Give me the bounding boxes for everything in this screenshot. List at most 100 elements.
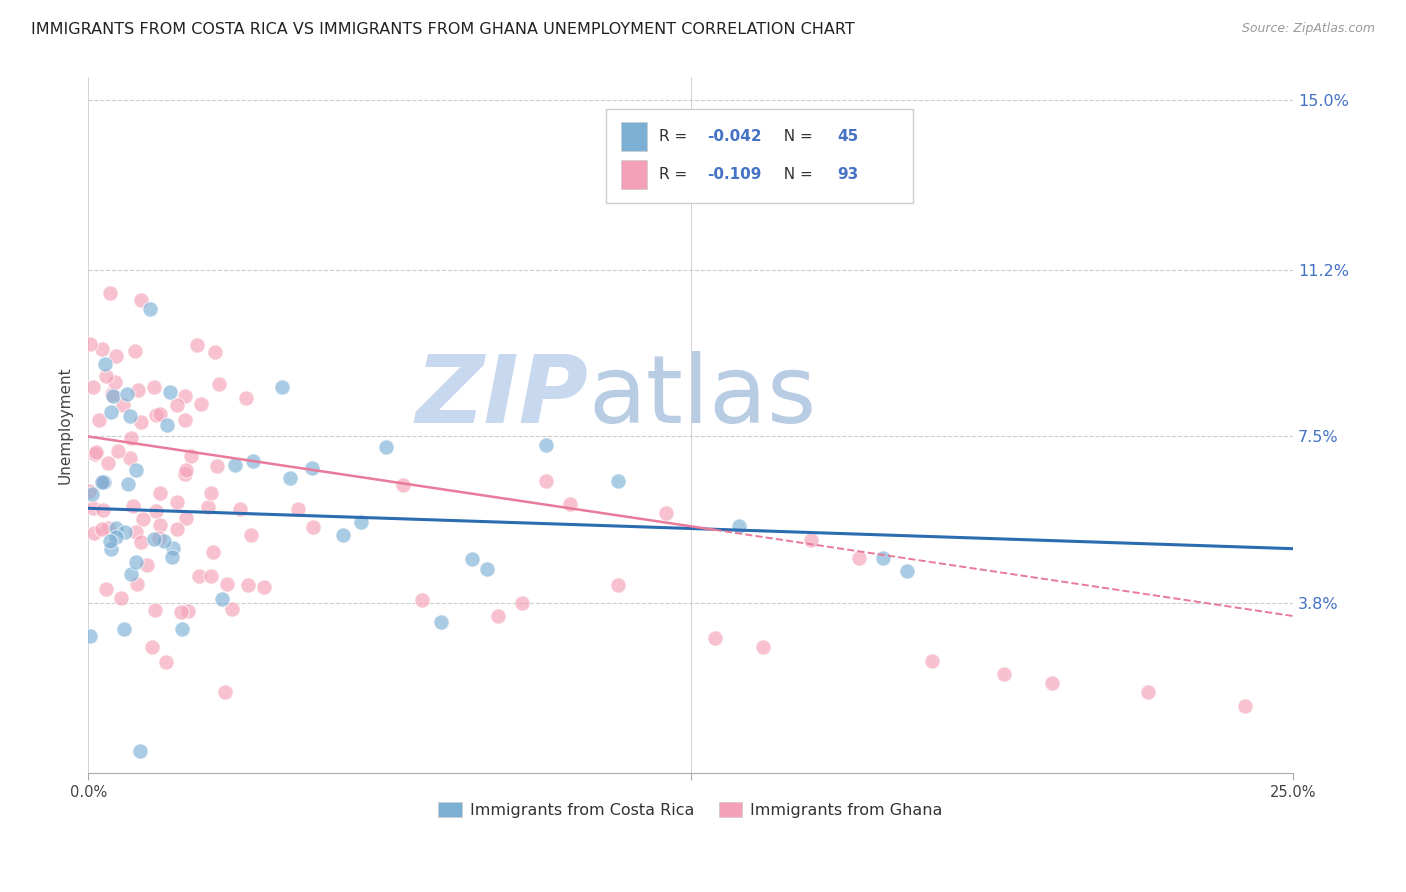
Point (124, 524, 146, 539)
Point (752, 640, 775, 655)
Point (149, 408, 172, 422)
Point (211, 592, 233, 607)
Point (253, 580, 276, 594)
Point (162, 550, 184, 565)
Point (166, 522, 188, 536)
Point (114, 524, 136, 539)
Point (107, 444, 129, 458)
Point (77, 484, 100, 499)
Point (224, 458, 246, 472)
Point (104, 375, 127, 389)
Point (124, 555, 146, 569)
Point (79, 629, 101, 643)
Point (120, 409, 142, 423)
Point (270, 379, 292, 393)
Point (145, 504, 167, 518)
Point (100, 542, 122, 557)
Point (301, 461, 323, 475)
Point (97, 456, 120, 470)
Point (170, 606, 193, 620)
Point (177, 604, 200, 618)
Point (97, 521, 120, 535)
Point (117, 477, 139, 491)
Point (94, 368, 117, 383)
Point (139, 302, 162, 317)
Point (215, 577, 238, 591)
Point (105, 350, 128, 364)
Point (145, 409, 167, 423)
Point (115, 387, 138, 401)
Point (200, 486, 222, 500)
Point (136, 558, 159, 573)
Point (172, 622, 194, 636)
Point (655, 506, 678, 520)
Point (98, 286, 121, 301)
Point (91, 502, 114, 516)
Point (155, 655, 177, 669)
Point (143, 533, 166, 547)
Point (197, 500, 219, 514)
Point (921, 654, 943, 668)
Point (188, 569, 211, 583)
Bar (606, 109, 914, 202)
Point (558, 497, 581, 511)
Point (129, 415, 152, 429)
Text: N =: N = (773, 129, 817, 145)
Point (156, 417, 179, 432)
Point (142, 380, 165, 394)
Text: -0.109: -0.109 (707, 168, 762, 182)
Point (411, 593, 433, 607)
Point (461, 551, 484, 566)
Point (100, 405, 122, 419)
Text: ZIP: ZIP (415, 351, 588, 443)
Point (350, 515, 373, 529)
Point (174, 463, 197, 477)
Point (101, 387, 124, 401)
Point (112, 622, 135, 636)
Point (148, 531, 170, 545)
Point (800, 533, 823, 547)
Point (287, 501, 309, 516)
Point (166, 398, 188, 412)
Point (103, 389, 125, 403)
Point (91, 522, 114, 536)
Point (1233, 698, 1256, 713)
Point (162, 541, 184, 555)
Point (174, 510, 197, 524)
Point (332, 527, 354, 541)
Point (993, 667, 1015, 681)
Point (91, 475, 114, 489)
Point (141, 640, 163, 654)
Point (486, 609, 509, 624)
Text: R =: R = (659, 129, 692, 145)
Point (896, 564, 918, 578)
Point (84, 447, 107, 461)
Point (392, 478, 415, 492)
Point (149, 518, 172, 533)
Point (174, 467, 197, 482)
Point (534, 438, 557, 452)
Point (125, 463, 148, 477)
Point (302, 520, 325, 534)
Point (159, 384, 181, 399)
Point (200, 569, 222, 583)
Point (278, 471, 301, 485)
Point (120, 451, 142, 466)
Point (129, 744, 152, 758)
Point (120, 431, 142, 445)
Legend: Immigrants from Costa Rica, Immigrants from Ghana: Immigrants from Costa Rica, Immigrants f… (432, 796, 949, 824)
Point (1137, 685, 1160, 699)
Point (94, 582, 117, 597)
Point (152, 534, 174, 549)
Point (534, 475, 557, 489)
Point (84, 445, 107, 459)
Point (186, 338, 208, 352)
Text: 93: 93 (838, 168, 859, 182)
Point (129, 535, 152, 549)
Point (82, 500, 104, 515)
Point (129, 293, 152, 307)
Point (112, 398, 135, 412)
Text: N =: N = (773, 168, 817, 182)
Text: -0.042: -0.042 (707, 129, 762, 145)
Point (190, 397, 212, 411)
